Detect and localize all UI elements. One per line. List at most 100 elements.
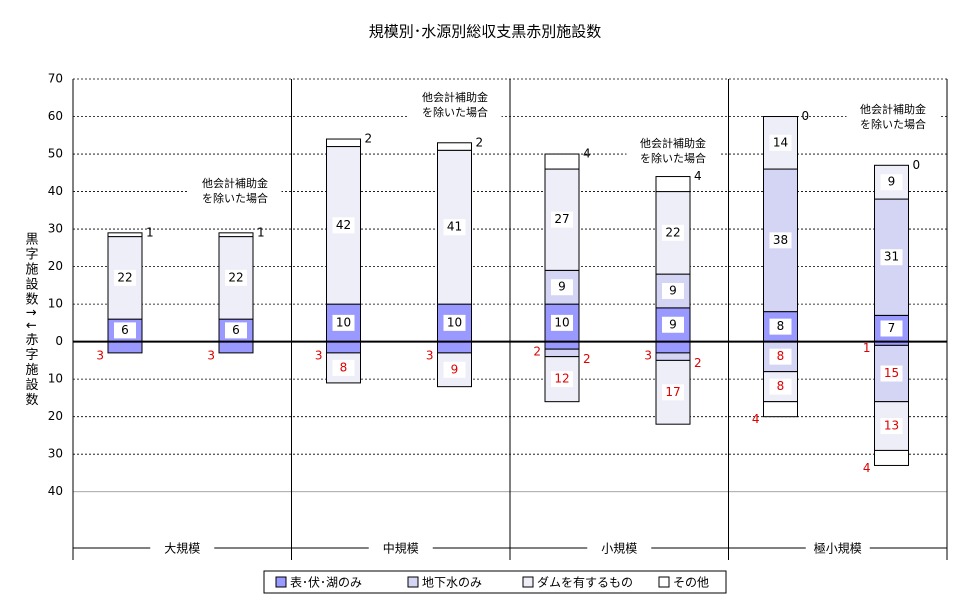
bar-segment (326, 138, 361, 148)
bar-segment (655, 341, 691, 354)
label-bg (225, 322, 247, 339)
bar-segment (437, 341, 472, 354)
legend-label: その他 (673, 576, 709, 590)
y-tick-label: 70 (48, 72, 63, 86)
label-bg (443, 219, 466, 236)
annotation: を除いた場合 (202, 191, 268, 205)
bar-segment (763, 401, 798, 418)
value-label: 10 (554, 315, 569, 329)
label-bg (769, 232, 792, 249)
value-label: 0 (913, 158, 921, 172)
legend-swatch (658, 576, 670, 588)
label-bg (662, 316, 684, 333)
value-label: 8 (777, 349, 785, 363)
label-bg (880, 249, 903, 266)
value-label: 10 (336, 315, 351, 329)
label-bg (662, 384, 684, 401)
annotation: を除いた場合 (422, 105, 488, 119)
y-tick-label: 40 (48, 484, 63, 498)
label-bg (443, 361, 466, 378)
bar-segment (107, 232, 143, 238)
value-label: 10 (447, 315, 462, 329)
value-label: 6 (232, 323, 240, 337)
annotation-box (846, 100, 940, 136)
value-label: 22 (665, 225, 680, 239)
label-bg (150, 540, 215, 556)
y-tick-label: 20 (48, 409, 63, 423)
label-bg (114, 322, 136, 339)
annotation: を除いた場合 (640, 151, 706, 165)
value-label: 4 (752, 412, 760, 426)
y-tick-label: 60 (48, 109, 63, 123)
label-bg (662, 224, 684, 241)
value-label: 17 (665, 385, 680, 399)
bar-segment (544, 303, 580, 343)
value-label: 2 (365, 132, 373, 146)
annotation-box (408, 88, 502, 124)
label-bg (769, 378, 792, 395)
label-bg (332, 359, 355, 376)
value-label: 12 (554, 372, 569, 386)
label-bg (225, 269, 247, 286)
y-tick-label: 20 (48, 259, 63, 273)
label-bg (769, 318, 792, 335)
value-label: 9 (558, 280, 566, 294)
label-bg (551, 279, 573, 296)
value-label: 3 (426, 348, 434, 362)
value-label: 9 (451, 362, 459, 376)
label-bg (332, 314, 355, 331)
label-bg (551, 314, 573, 331)
value-label: 3 (644, 348, 652, 362)
value-label: 2 (533, 345, 541, 359)
y-tick-label: 0 (55, 334, 63, 348)
label-bg (662, 282, 684, 299)
bar-segment (874, 314, 909, 343)
bar-segment (544, 153, 580, 170)
value-label: 3 (96, 348, 104, 362)
label-bg (368, 540, 433, 556)
value-label: 14 (773, 135, 788, 149)
value-label: 8 (340, 360, 348, 374)
value-label: 1 (863, 341, 871, 355)
label-bg (551, 371, 573, 388)
legend-label: ダムを有するもの (537, 575, 633, 590)
label-bg (769, 348, 792, 365)
label-bg (880, 174, 903, 191)
value-label: 27 (554, 212, 569, 226)
y-tick-label: 10 (48, 297, 63, 311)
y-tick-label: 30 (48, 222, 63, 236)
annotation: 他会計補助金 (860, 102, 926, 116)
y-tick-label: 40 (48, 184, 63, 198)
y-tick-label: 30 (48, 447, 63, 461)
value-label: 1 (146, 225, 154, 239)
bar-segment (763, 116, 798, 170)
label-bg (332, 217, 355, 234)
value-label: 1 (257, 225, 265, 239)
value-label: 22 (228, 270, 243, 284)
label-bg (587, 540, 652, 556)
annotation: 他会計補助金 (640, 136, 706, 150)
value-label: 4 (694, 169, 702, 183)
annotation: を除いた場合 (860, 117, 926, 131)
y-tick-label: 10 (48, 372, 63, 386)
label-bg (880, 365, 903, 382)
legend-swatch (275, 576, 287, 588)
label-bg (114, 269, 136, 286)
label-bg (880, 418, 903, 435)
annotation-box (188, 174, 282, 210)
bar-segment (544, 348, 580, 358)
legend-label: 地下水のみ (422, 576, 482, 590)
value-label: 3 (207, 348, 215, 362)
bar-segment (655, 176, 691, 193)
label-bg (443, 314, 466, 331)
value-label: 9 (669, 317, 677, 331)
value-label: 15 (884, 366, 899, 380)
value-label: 9 (669, 283, 677, 297)
value-label: 41 (447, 220, 462, 234)
bar-segment (218, 232, 254, 238)
annotation: 他会計補助金 (422, 90, 488, 104)
label-bg (551, 211, 573, 228)
annotation: 他会計補助金 (202, 176, 268, 190)
bar-segment (874, 449, 909, 466)
